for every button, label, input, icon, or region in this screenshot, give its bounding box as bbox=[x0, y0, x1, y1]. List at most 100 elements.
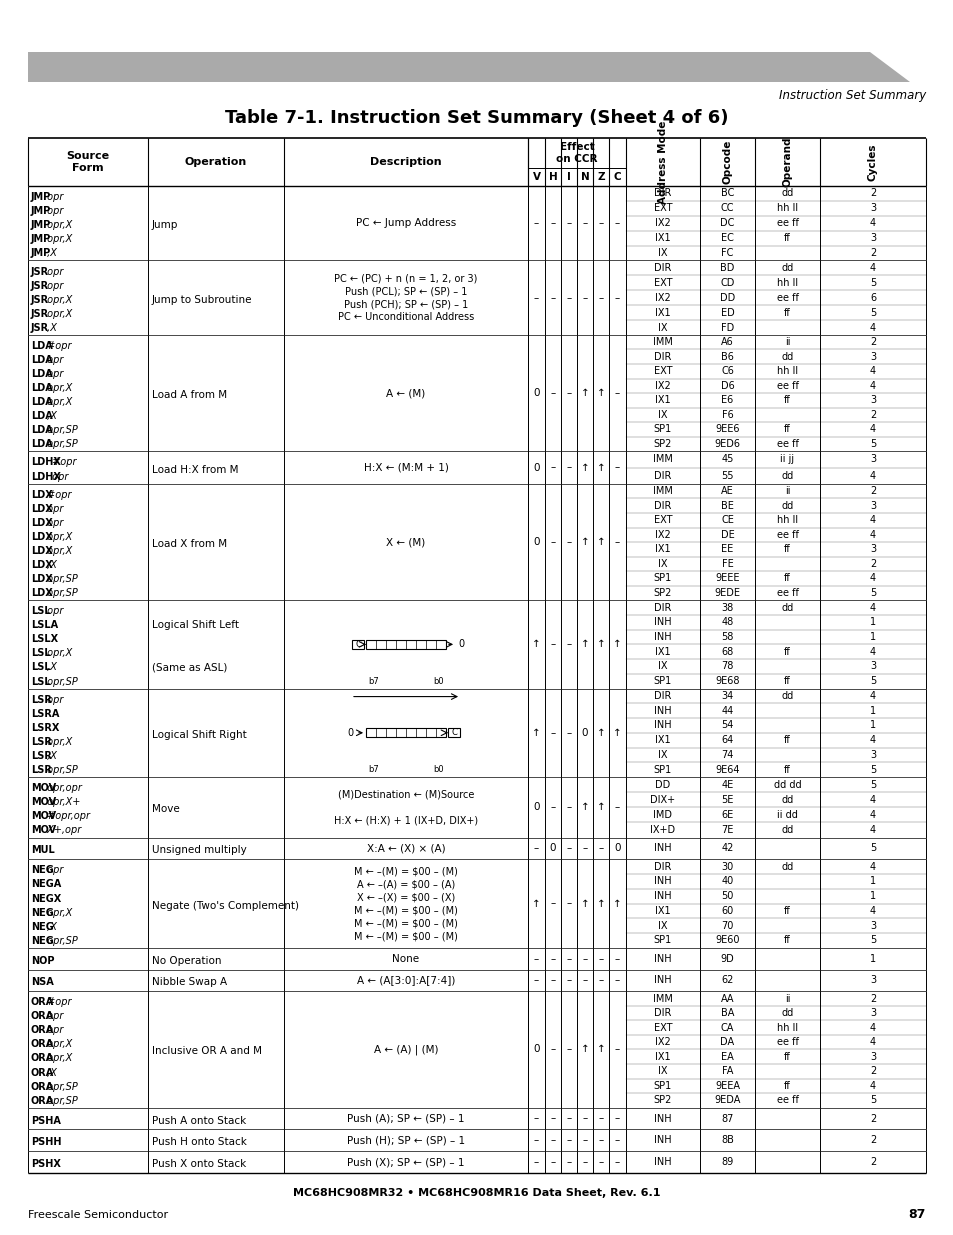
Text: Push (PCL); SP ← (SP) – 1: Push (PCL); SP ← (SP) – 1 bbox=[344, 287, 467, 296]
Text: 2: 2 bbox=[869, 248, 875, 258]
Text: Inclusive OR A and M: Inclusive OR A and M bbox=[152, 1046, 262, 1056]
Text: 4: 4 bbox=[869, 515, 875, 525]
Text: H:X ← (H:X) + 1 (IX+D, DIX+): H:X ← (H:X) + 1 (IX+D, DIX+) bbox=[334, 815, 477, 825]
Text: –: – bbox=[615, 803, 619, 813]
Text: 9E64: 9E64 bbox=[715, 764, 739, 774]
Text: ff: ff bbox=[783, 233, 790, 243]
Text: ↑: ↑ bbox=[596, 727, 605, 737]
Text: 3: 3 bbox=[869, 352, 875, 362]
Text: 8B: 8B bbox=[720, 1135, 733, 1145]
Text: ff: ff bbox=[783, 395, 790, 405]
Text: opr: opr bbox=[45, 280, 64, 290]
Text: F6: F6 bbox=[720, 410, 733, 420]
Text: 45: 45 bbox=[720, 454, 733, 464]
Text: 9E68: 9E68 bbox=[715, 677, 739, 687]
Text: FC: FC bbox=[720, 248, 733, 258]
Text: AA: AA bbox=[720, 994, 734, 1004]
Text: CE: CE bbox=[720, 515, 733, 525]
Text: –: – bbox=[550, 219, 555, 228]
Text: SP2: SP2 bbox=[653, 1095, 672, 1105]
Text: 4: 4 bbox=[869, 906, 875, 916]
Text: Jump to Subroutine: Jump to Subroutine bbox=[152, 295, 253, 305]
Text: 6E: 6E bbox=[720, 810, 733, 820]
Text: –: – bbox=[598, 293, 603, 303]
Text: –: – bbox=[550, 388, 555, 398]
Text: 2: 2 bbox=[869, 994, 875, 1004]
Text: 3: 3 bbox=[869, 920, 875, 931]
Text: ee ff: ee ff bbox=[776, 1037, 798, 1047]
Text: No Operation: No Operation bbox=[152, 956, 221, 966]
Text: LSR: LSR bbox=[30, 764, 51, 774]
Text: #opr: #opr bbox=[45, 341, 71, 351]
Text: –: – bbox=[534, 844, 538, 853]
Text: ↑: ↑ bbox=[580, 388, 589, 398]
Text: INH: INH bbox=[654, 705, 671, 716]
Text: ,X: ,X bbox=[45, 322, 57, 333]
Text: C6: C6 bbox=[720, 367, 733, 377]
Text: 3: 3 bbox=[869, 976, 875, 986]
Text: #opr: #opr bbox=[49, 457, 76, 467]
Text: Push X onto Stack: Push X onto Stack bbox=[152, 1160, 246, 1170]
Text: 1: 1 bbox=[869, 953, 875, 963]
Text: SP1: SP1 bbox=[653, 677, 672, 687]
Text: 7E: 7E bbox=[720, 825, 733, 835]
Text: INH: INH bbox=[654, 720, 671, 730]
Text: opr,X: opr,X bbox=[45, 737, 72, 747]
Text: ↑: ↑ bbox=[596, 899, 605, 909]
Text: 70: 70 bbox=[720, 920, 733, 931]
Text: –: – bbox=[550, 293, 555, 303]
Text: 9EDE: 9EDE bbox=[714, 588, 740, 598]
Text: Push (PCH); SP ← (SP) – 1: Push (PCH); SP ← (SP) – 1 bbox=[343, 299, 468, 309]
Text: IX1: IX1 bbox=[655, 1052, 670, 1062]
Text: EXT: EXT bbox=[653, 278, 672, 288]
Text: 5E: 5E bbox=[720, 794, 733, 805]
Text: SP2: SP2 bbox=[653, 438, 672, 450]
Text: EXT: EXT bbox=[653, 515, 672, 525]
Text: 55: 55 bbox=[720, 471, 733, 480]
Text: (Same as ASL): (Same as ASL) bbox=[152, 662, 227, 673]
Text: Nibble Swap A: Nibble Swap A bbox=[152, 977, 227, 988]
Text: Load X from M: Load X from M bbox=[152, 538, 227, 550]
Text: M ← –(M) = $00 – (M): M ← –(M) = $00 – (M) bbox=[354, 866, 457, 876]
Text: ORA: ORA bbox=[30, 1025, 54, 1035]
Text: hh ll: hh ll bbox=[776, 515, 798, 525]
Text: ii: ii bbox=[784, 337, 789, 347]
Text: 0: 0 bbox=[549, 844, 556, 853]
Text: hh ll: hh ll bbox=[776, 278, 798, 288]
Text: FD: FD bbox=[720, 322, 734, 332]
Text: dd: dd bbox=[781, 263, 793, 273]
Text: 3: 3 bbox=[869, 500, 875, 511]
Text: 4: 4 bbox=[869, 825, 875, 835]
Text: IMM: IMM bbox=[653, 487, 672, 496]
Text: 58: 58 bbox=[720, 632, 733, 642]
Text: ff: ff bbox=[783, 935, 790, 945]
Text: –: – bbox=[615, 463, 619, 473]
Text: PC ← Jump Address: PC ← Jump Address bbox=[355, 219, 456, 228]
Text: A ← (M): A ← (M) bbox=[386, 388, 425, 398]
Text: opr: opr bbox=[49, 472, 69, 482]
Text: 4E: 4E bbox=[720, 779, 733, 789]
Text: –: – bbox=[534, 293, 538, 303]
Text: JMP: JMP bbox=[30, 193, 51, 203]
Text: 5: 5 bbox=[869, 278, 875, 288]
Text: –: – bbox=[598, 1114, 603, 1124]
Text: ee ff: ee ff bbox=[776, 1095, 798, 1105]
Text: NEGA: NEGA bbox=[30, 879, 61, 889]
Text: M ← –(M) = $00 – (M): M ← –(M) = $00 – (M) bbox=[354, 918, 457, 927]
Text: 62: 62 bbox=[720, 976, 733, 986]
Text: INH: INH bbox=[654, 892, 671, 902]
Text: IX2: IX2 bbox=[655, 219, 670, 228]
Text: ee ff: ee ff bbox=[776, 530, 798, 540]
Text: IX: IX bbox=[658, 248, 667, 258]
Text: dd: dd bbox=[781, 500, 793, 511]
Text: LDHX: LDHX bbox=[30, 472, 61, 482]
Text: –: – bbox=[615, 1114, 619, 1124]
Text: opr,SP: opr,SP bbox=[45, 936, 78, 946]
Text: 87: 87 bbox=[907, 1209, 925, 1221]
Text: dd: dd bbox=[781, 862, 793, 872]
Text: Push A onto Stack: Push A onto Stack bbox=[152, 1115, 246, 1125]
Text: INH: INH bbox=[654, 976, 671, 986]
Text: opr,X+: opr,X+ bbox=[45, 798, 81, 808]
Text: –: – bbox=[550, 953, 555, 963]
Text: EXT: EXT bbox=[653, 367, 672, 377]
